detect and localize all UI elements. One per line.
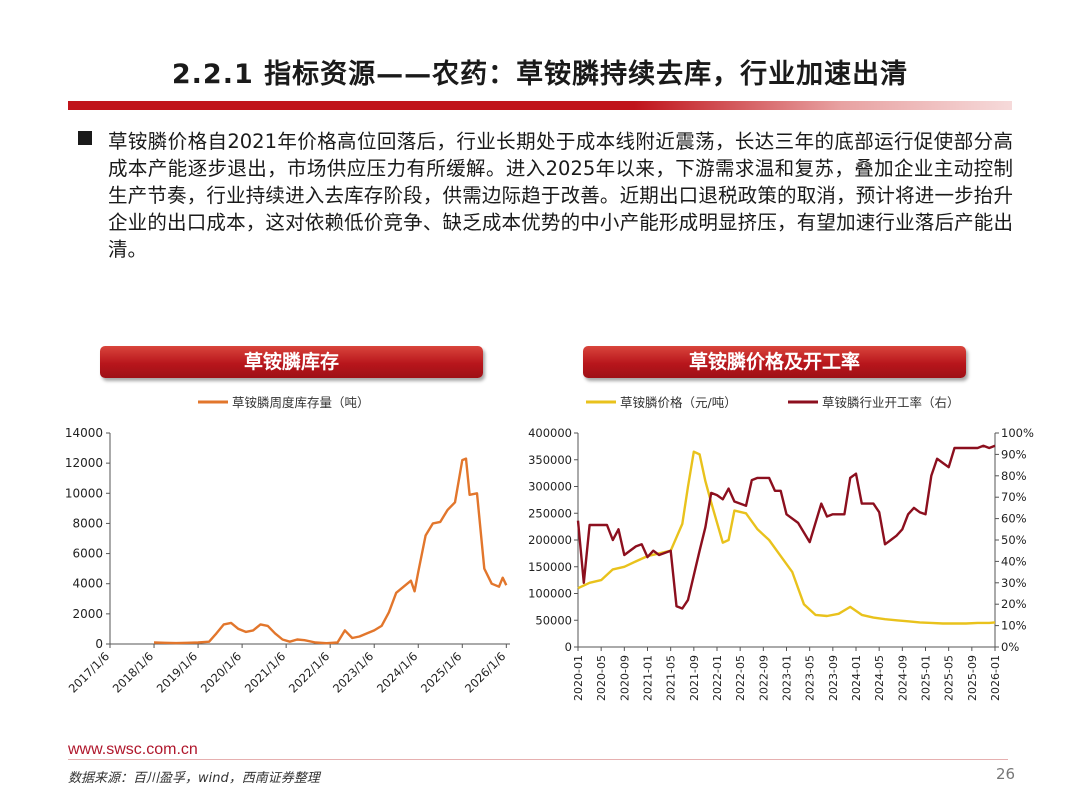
x-tick-label: 2022-05	[734, 655, 747, 701]
y-right-tick-label: 30%	[1001, 576, 1027, 590]
x-tick-label: 2024-05	[873, 655, 886, 701]
x-tick-label: 2020-09	[618, 655, 631, 701]
x-tick-label: 2024/1/6	[374, 649, 420, 695]
x-tick-label: 2017/1/6	[66, 649, 112, 695]
y-tick-label: 8000	[72, 516, 103, 530]
y-left-tick-label: 0	[565, 640, 572, 654]
y-right-tick-label: 10%	[1001, 619, 1027, 633]
x-tick-label: 2022-09	[757, 655, 770, 701]
y-left-tick-label: 50000	[535, 613, 572, 627]
y-left-tick-label: 300000	[528, 480, 572, 494]
x-tick-label: 2023-05	[804, 655, 817, 701]
y-left-tick-label: 100000	[528, 587, 572, 601]
y-right-tick-label: 40%	[1001, 554, 1027, 568]
x-tick-label: 2025-05	[943, 655, 956, 701]
x-tick-label: 2022/1/6	[286, 649, 332, 695]
y-left-tick-label: 350000	[528, 453, 572, 467]
square-bullet-icon	[78, 131, 92, 145]
footer-divider	[68, 759, 1008, 760]
legend-label-utilization: 草铵膦行业开工率（右）	[822, 395, 960, 410]
x-tick-label: 2019/1/6	[154, 649, 200, 695]
x-tick-label: 2023-09	[827, 655, 840, 701]
y-left-tick-label: 150000	[528, 560, 572, 574]
x-tick-label: 2025-09	[966, 655, 979, 701]
y-tick-label: 14000	[65, 426, 103, 440]
x-tick-label: 2026-01	[989, 655, 1002, 701]
x-tick-label: 2023-01	[781, 655, 794, 701]
x-tick-label: 2020-01	[572, 655, 585, 701]
y-tick-label: 6000	[72, 547, 103, 561]
y-tick-label: 2000	[72, 607, 103, 621]
y-right-tick-label: 50%	[1001, 533, 1027, 547]
inventory-chart: 草铵膦周度库存量（吨） 0 2000 4000 6000 8000 10000 12000 14…	[65, 395, 510, 696]
x-tick-label: 2025-01	[920, 655, 933, 701]
left-chart-header: 草铵膦库存	[100, 346, 483, 378]
y-right-tick-label: 100%	[1001, 426, 1034, 440]
x-tick-label: 2021-09	[688, 655, 701, 701]
y-tick-label: 10000	[65, 486, 103, 500]
x-tick-label: 2024-09	[896, 655, 909, 701]
x-tick-label: 2020/1/6	[198, 649, 244, 695]
y-left-tick-label: 400000	[528, 426, 572, 440]
x-tick-label: 2021/1/6	[242, 649, 288, 695]
right-chart-header: 草铵膦价格及开工率	[583, 346, 966, 378]
y-right-tick-label: 60%	[1001, 512, 1027, 526]
page-title: 2.2.1 指标资源——农药：草铵膦持续去库，行业加速出清	[171, 59, 909, 90]
x-tick-label: 2026/1/6	[462, 649, 508, 695]
x-tick-label: 2021-05	[665, 655, 678, 701]
y-right-tick-label: 20%	[1001, 597, 1027, 611]
x-tick-label: 2023/1/6	[330, 649, 376, 695]
title-divider-bar	[68, 101, 1012, 110]
price-utilization-chart: 草铵膦价格（元/吨） 草铵膦行业开工率（右） 0 50000 100000 150000 2…	[528, 395, 1034, 701]
y-right-tick-label: 80%	[1001, 469, 1027, 483]
legend-label-inventory: 草铵膦周度库存量（吨）	[232, 395, 370, 410]
y-right-tick-label: 90%	[1001, 447, 1027, 461]
legend-label-price: 草铵膦价格（元/吨）	[620, 395, 737, 410]
series-line-price	[577, 450, 996, 625]
bullet-text: 草铵膦价格自2021年价格高位回落后，行业长期处于成本线附近震荡，长达三年的底部…	[108, 130, 1013, 261]
y-right-tick-label: 0%	[1001, 640, 1019, 654]
footer-url[interactable]: www.swsc.com.cn	[68, 741, 198, 758]
y-tick-label: 0	[95, 637, 103, 651]
x-tick-label: 2022-01	[711, 655, 724, 701]
y-left-tick-label: 200000	[528, 533, 572, 547]
series-line-inventory	[153, 457, 508, 645]
y-left-tick-label: 250000	[528, 506, 572, 520]
series-line-utilization	[576, 444, 996, 610]
y-tick-label: 4000	[72, 577, 103, 591]
page-number: 26	[996, 765, 1016, 783]
x-tick-label: 2018/1/6	[110, 649, 156, 695]
x-tick-label: 2020-05	[595, 655, 608, 701]
data-source-note: 数据来源：百川盈孚，wind，西南证券整理	[68, 771, 320, 786]
x-tick-label: 2024-01	[850, 655, 863, 701]
y-tick-label: 12000	[65, 456, 103, 470]
x-tick-label: 2021-01	[642, 655, 655, 701]
x-tick-label: 2025/1/6	[418, 649, 464, 695]
y-right-tick-label: 70%	[1001, 490, 1027, 504]
